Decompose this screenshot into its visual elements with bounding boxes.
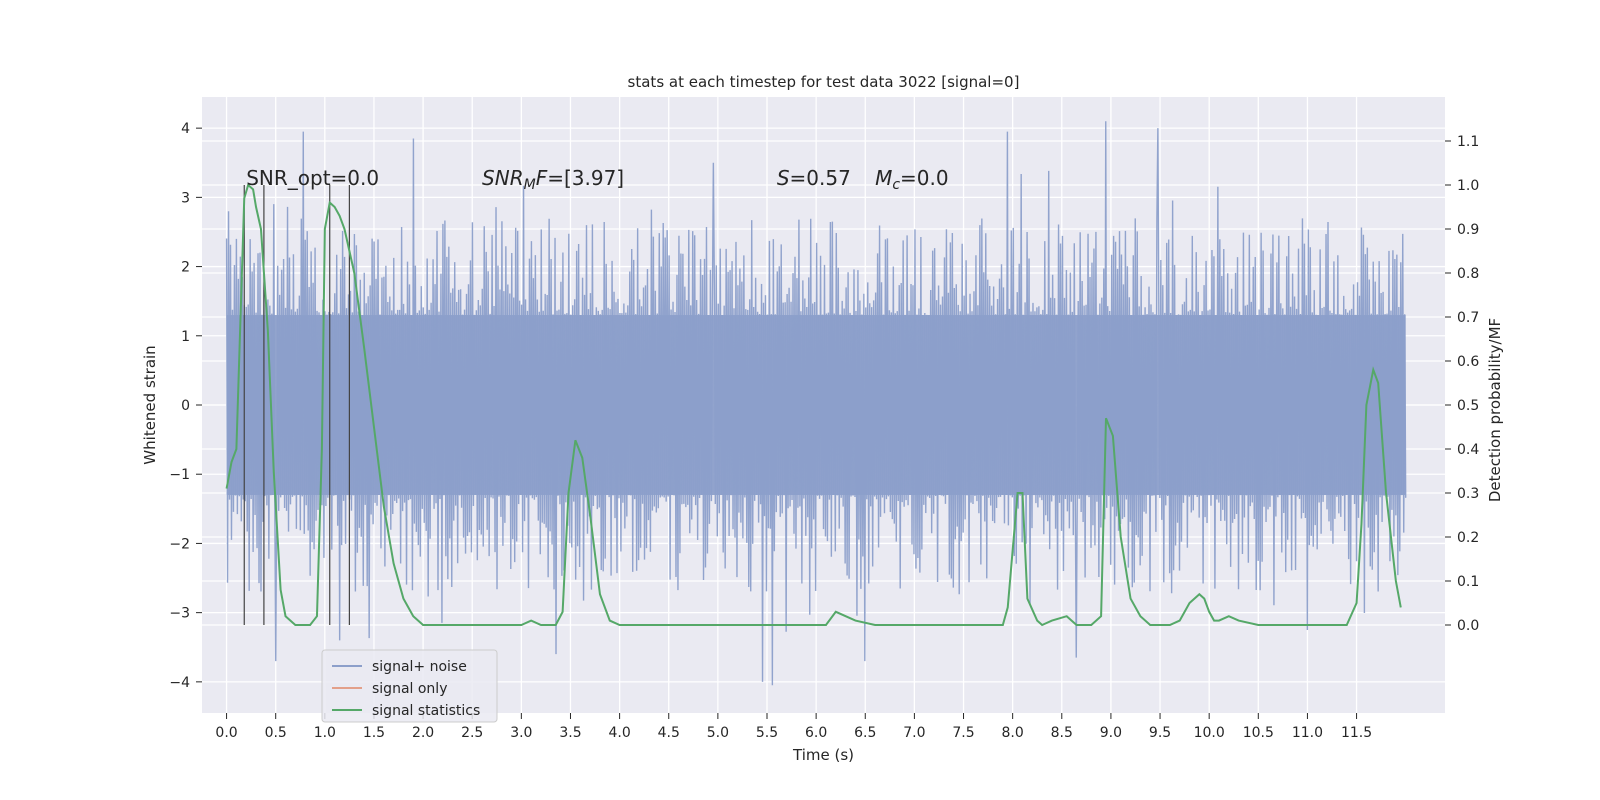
statistics-series — [225, 183, 1402, 627]
x-tick-label-3: 1.5 — [363, 725, 385, 741]
y2-tick-label-1: 1.0 — [1457, 178, 1479, 194]
x-tick-label-0: 0.0 — [215, 725, 237, 741]
annotation-snr-mf-value: =[3.97] — [547, 166, 624, 190]
x-tick-label-18: 9.0 — [1100, 725, 1122, 741]
y-tick-label-7: −3 — [169, 606, 190, 622]
y2-tick-label-6: 0.5 — [1457, 398, 1479, 414]
x-tick-label-16: 8.0 — [1002, 725, 1024, 741]
x-tick-label-13: 6.5 — [854, 725, 876, 741]
y2-tick-label-0: 1.1 — [1457, 134, 1479, 150]
x-tick-label-15: 7.5 — [952, 725, 974, 741]
y-tick-label-5: −1 — [169, 467, 190, 483]
strain-line — [225, 121, 1407, 686]
x-tick-label-8: 4.0 — [608, 725, 630, 741]
x-tick-label-14: 7.0 — [903, 725, 925, 741]
y2-tick-label-2: 0.9 — [1457, 222, 1479, 238]
annotation-snr-mf-sub: M — [524, 177, 536, 193]
y2-tick-label-4: 0.7 — [1457, 310, 1479, 326]
annotation-snr-mf-base: SNR — [482, 166, 524, 190]
y-tick-label-4: 0 — [181, 398, 190, 414]
legend-label-signal-statistics: signal statistics — [372, 703, 480, 719]
annotation-mc: Mc=0.0 — [875, 166, 949, 193]
y2-tick-label-5: 0.6 — [1457, 354, 1479, 370]
legend-label-signal-only: signal only — [372, 681, 447, 697]
legend: signal+ noise signal only signal statist… — [321, 649, 498, 723]
y2-tick-label-9: 0.2 — [1457, 530, 1479, 546]
x-tick-label-11: 5.5 — [756, 725, 778, 741]
y2-axis-ticks: 1.1 1.0 0.9 0.8 0.7 0.6 0.5 0.4 0.3 0.2 0.1 0.0 — [1445, 134, 1479, 634]
y-tick-label-6: −2 — [169, 536, 190, 552]
annotation-snr-mf: SNRMF=[3.97] — [482, 166, 624, 193]
annotation-snr-opt: SNR_opt=0.0 — [246, 166, 379, 190]
x-tick-label-22: 11.0 — [1292, 725, 1323, 741]
y-axis-ticks: 4 3 2 1 0 −1 −2 −3 −4 — [169, 121, 202, 691]
x-tick-label-4: 2.0 — [412, 725, 434, 741]
x-tick-label-2: 1.0 — [314, 725, 336, 741]
x-tick-label-12: 6.0 — [805, 725, 827, 741]
x-tick-label-20: 10.0 — [1194, 725, 1225, 741]
annotation-mc-sub: c — [892, 177, 900, 193]
x-tick-label-5: 2.5 — [461, 725, 483, 741]
y-tick-label-3: 1 — [181, 329, 190, 345]
y2-tick-label-7: 0.4 — [1457, 442, 1479, 458]
y-tick-label-0: 4 — [181, 121, 190, 137]
y-tick-label-1: 3 — [181, 190, 190, 206]
annotation-s-value: =0.57 — [790, 166, 851, 190]
legend-box — [321, 649, 498, 723]
y2-tick-label-10: 0.1 — [1457, 574, 1479, 590]
x-tick-label-21: 10.5 — [1243, 725, 1274, 741]
y-tick-label-8: −4 — [169, 675, 190, 691]
chart-title: stats at each timestep for test data 302… — [628, 73, 1020, 91]
y2-axis-label: Detection probability/MF — [1486, 318, 1504, 502]
x-tick-label-23: 11.5 — [1341, 725, 1372, 741]
x-tick-label-19: 9.5 — [1149, 725, 1171, 741]
y2-tick-label-8: 0.3 — [1457, 486, 1479, 502]
x-tick-label-7: 3.5 — [559, 725, 581, 741]
annotation-snr-mf-base2: F — [536, 166, 548, 190]
x-tick-label-1: 0.5 — [265, 725, 287, 741]
y2-tick-label-11: 0.0 — [1457, 618, 1479, 634]
annotation-s: S=0.57 — [777, 166, 851, 190]
legend-label-signal-noise: signal+ noise — [372, 659, 467, 675]
annotation-mc-var: M — [875, 166, 892, 190]
y2-tick-label-3: 0.8 — [1457, 266, 1479, 282]
y-axis-label: Whitened strain — [141, 345, 159, 464]
strain-series — [225, 121, 1407, 686]
annotation-mc-value: =0.0 — [900, 166, 949, 190]
x-tick-label-10: 5.0 — [707, 725, 729, 741]
annotation-s-var: S — [777, 166, 790, 190]
x-axis-label: Time (s) — [792, 746, 854, 764]
y-tick-label-2: 2 — [181, 260, 190, 276]
x-tick-label-17: 8.5 — [1051, 725, 1073, 741]
x-tick-label-6: 3.0 — [510, 725, 532, 741]
x-tick-label-9: 4.5 — [658, 725, 680, 741]
statistics-line — [225, 183, 1402, 627]
x-axis-ticks: 0.0 0.5 1.0 1.5 2.0 2.5 3.0 3.5 4.0 4.5 5.0 5.5 6.0 6… — [215, 713, 1372, 741]
